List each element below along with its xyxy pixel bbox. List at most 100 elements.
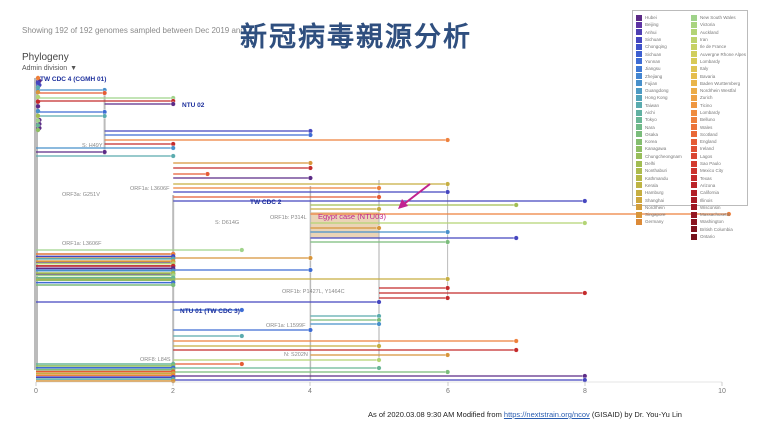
legend-item[interactable]: Ile de France (691, 43, 746, 50)
legend-item[interactable]: Ticino (691, 102, 746, 109)
legend-item[interactable]: Guangdong (636, 87, 682, 94)
legend-column-right: New South Wales Victoria Auckland Iran Ile d… (691, 14, 746, 240)
tip (445, 295, 451, 301)
legend-item[interactable]: Auvergne Rhone Alpes (691, 50, 746, 58)
legend-item[interactable]: Zurich (691, 94, 746, 101)
legend-item[interactable]: Yunnan (636, 58, 682, 65)
legend-item[interactable]: Nara (636, 123, 682, 131)
legend-item[interactable]: England (691, 138, 746, 145)
mutation-label: S: H49Y (82, 143, 103, 149)
cluster-tip (35, 99, 41, 104)
legend-item[interactable]: Nordrhein Westfal (691, 87, 746, 94)
legend-item[interactable]: Aichi (636, 109, 682, 116)
legend-swatch (636, 218, 642, 225)
legend-item[interactable]: Scotland (691, 131, 746, 138)
axis-tick-label: 0 (34, 388, 38, 395)
legend-item[interactable]: Singapore (636, 211, 682, 218)
legend-item[interactable]: Ireland (691, 145, 746, 152)
legend-item[interactable]: Sichuan (636, 36, 682, 43)
chevron-down-icon: ▼ (70, 65, 78, 72)
legend-swatch (636, 94, 642, 101)
legend-item[interactable]: Mexico City (691, 167, 746, 174)
tip (307, 165, 313, 171)
legend-label: Victoria (700, 22, 715, 28)
legend-label: Zurich (700, 95, 713, 101)
legend-swatch (691, 124, 697, 131)
legend-item[interactable]: Kerala (636, 182, 682, 189)
legend-item[interactable]: Ontario (691, 233, 746, 240)
legend-item[interactable]: Belluno (691, 116, 746, 123)
cluster-tip (35, 75, 41, 81)
legend-item[interactable]: Chungcheongnam (636, 153, 682, 160)
tip (102, 149, 108, 155)
legend-item[interactable]: Osaka (636, 131, 682, 138)
legend-item[interactable]: Lombardy (691, 109, 746, 116)
legend-label: Zhejiang (645, 73, 663, 79)
legend-item[interactable]: Nordrhein (636, 204, 682, 211)
ntu01-label: NTU 01 (TW CDC 3) (180, 308, 240, 315)
legend-item[interactable]: Italy (691, 65, 746, 72)
tip (582, 290, 588, 296)
tip (445, 137, 451, 143)
legend-item[interactable]: Auckland (691, 29, 746, 36)
legend-item[interactable]: Sichuan (636, 50, 682, 58)
legend-label: California (700, 190, 720, 196)
legend-item[interactable]: Chongqing (636, 43, 682, 50)
legend-item[interactable]: Washington (691, 218, 746, 225)
legend-item[interactable]: Kathmandu (636, 175, 682, 182)
legend-item[interactable]: Zhejiang (636, 72, 682, 80)
legend-item[interactable]: Kanagawa (636, 145, 682, 152)
legend-item[interactable]: New South Wales (691, 14, 746, 21)
legend-item[interactable]: Jiangsu (636, 65, 682, 72)
legend-item[interactable]: Delhi (636, 160, 682, 167)
nextstrain-link[interactable]: https://nextstrain.org/ncov (503, 410, 590, 419)
legend-item[interactable]: Iran (691, 36, 746, 43)
legend-item[interactable]: Baden Wurttemberg (691, 80, 746, 87)
legend-label: Scotland (700, 131, 718, 137)
legend-label: Hamburg (645, 190, 664, 196)
cluster-tip (35, 118, 41, 123)
legend-label: Chungcheongnam (645, 153, 682, 159)
legend-item[interactable]: Hubei (636, 14, 682, 21)
legend-item[interactable]: Sao Paulo (691, 160, 746, 167)
cluster-tip (35, 123, 41, 128)
cluster-tip (35, 113, 41, 119)
legend-item[interactable]: Massachusetts (691, 211, 746, 218)
legend-item[interactable]: Germany (636, 218, 682, 225)
legend-item[interactable]: Wisconsin (691, 204, 746, 211)
legend-item[interactable]: Texas (691, 175, 746, 182)
legend-item[interactable]: Nonthaburi (636, 167, 682, 174)
legend-item[interactable]: Hong Kong (636, 94, 682, 101)
legend-item[interactable]: Fujian (636, 80, 682, 87)
legend-item[interactable]: Illinois (691, 196, 746, 204)
legend-item[interactable]: Lagos (691, 153, 746, 160)
legend-item[interactable]: Bavaria (691, 72, 746, 80)
legend-item[interactable]: Korea (636, 138, 682, 145)
legend-item[interactable]: Arizona (691, 182, 746, 189)
axis-tick-label: 4 (308, 388, 312, 395)
legend-label: Italy (700, 66, 709, 72)
tree-tips (35, 75, 732, 384)
tip (239, 333, 245, 339)
legend-item[interactable]: Wales (691, 123, 746, 131)
legend-item[interactable]: Hamburg (636, 189, 682, 196)
tip (582, 377, 588, 383)
legend-item[interactable]: Tokyo (636, 116, 682, 123)
legend-item[interactable]: Victoria (691, 21, 746, 28)
legend-item[interactable]: Shanghai (636, 196, 682, 204)
mutation-label: ORF8: L84S (140, 357, 171, 363)
egypt-case-label: Egypt case (NTU03) (318, 212, 386, 221)
color-by-dropdown[interactable]: Admin division ▼ (22, 65, 77, 72)
legend-item[interactable]: Taiwan (636, 102, 682, 109)
legend-swatch (691, 167, 697, 174)
legend-item[interactable]: Lombardy (691, 58, 746, 65)
legend-label: Nara (645, 124, 655, 130)
legend-swatch (636, 131, 642, 138)
legend-item[interactable]: California (691, 189, 746, 196)
legend-swatch (636, 51, 642, 58)
legend-item[interactable]: Beijing (636, 21, 682, 28)
legend-item[interactable]: British Columbia (691, 226, 746, 233)
legend-swatch (691, 226, 697, 233)
legend-item[interactable]: Anhui (636, 29, 682, 36)
legend-swatch (691, 87, 697, 94)
